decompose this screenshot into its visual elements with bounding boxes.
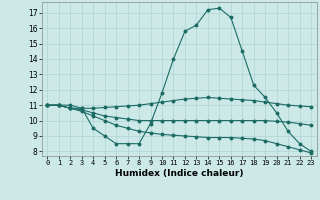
- X-axis label: Humidex (Indice chaleur): Humidex (Indice chaleur): [115, 169, 244, 178]
